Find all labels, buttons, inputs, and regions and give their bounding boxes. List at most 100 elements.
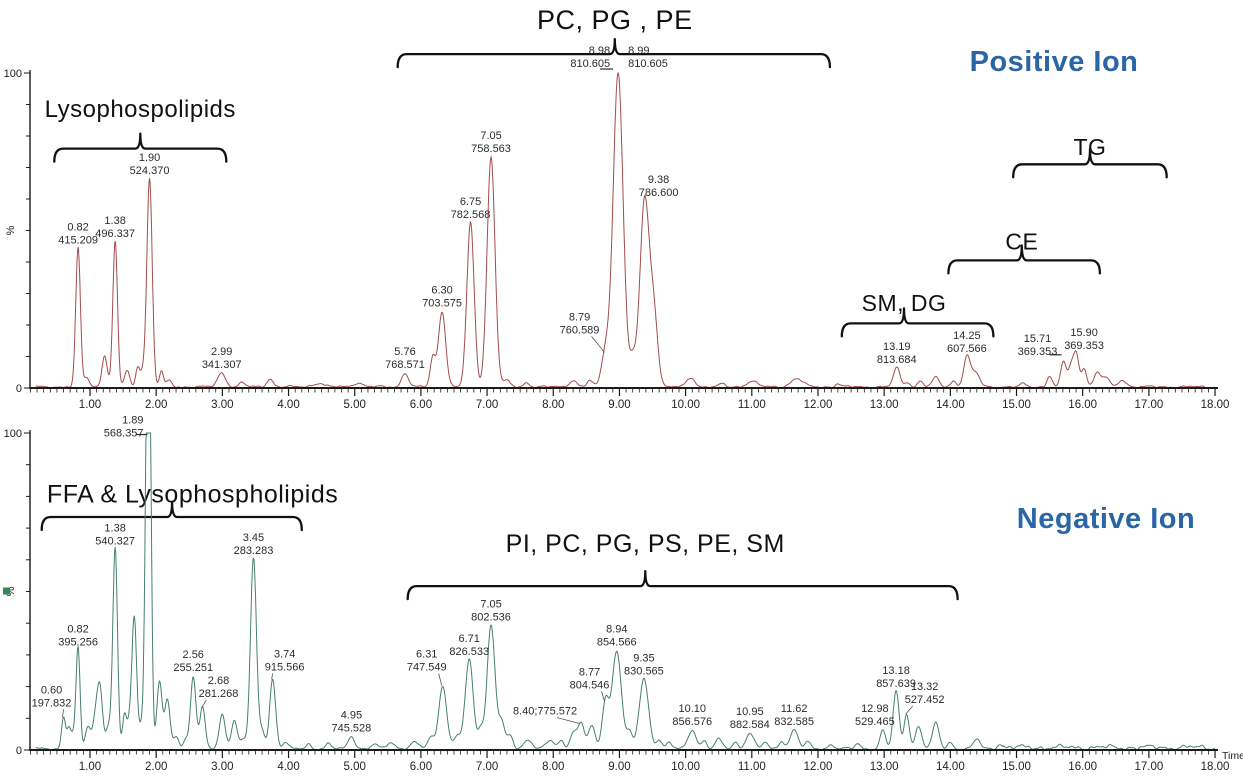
svg-text:1.38: 1.38	[104, 215, 125, 227]
svg-text:13.00: 13.00	[870, 399, 899, 411]
svg-text:3.00: 3.00	[211, 761, 233, 773]
y-axis-percent-label: %	[5, 225, 17, 235]
svg-text:0: 0	[16, 745, 22, 757]
svg-text:810.605: 810.605	[628, 58, 668, 70]
svg-text:9.00: 9.00	[608, 761, 630, 773]
svg-text:768.571: 768.571	[385, 359, 425, 371]
svg-text:4.00: 4.00	[277, 399, 299, 411]
positive-bracket-0: Lysophospolipids	[45, 96, 236, 163]
y-axis-percent-label: %	[5, 586, 17, 596]
svg-text:3.00: 3.00	[211, 399, 233, 411]
svg-text:0.82: 0.82	[67, 624, 88, 636]
svg-text:12.98: 12.98	[861, 703, 889, 715]
svg-text:9.00: 9.00	[608, 399, 630, 411]
svg-text:758.563: 758.563	[471, 143, 511, 155]
svg-text:826.533: 826.533	[449, 646, 489, 658]
svg-text:524.370: 524.370	[130, 165, 170, 177]
svg-text:8.99: 8.99	[628, 45, 649, 57]
svg-text:6.00: 6.00	[410, 761, 432, 773]
svg-text:0.60: 0.60	[41, 684, 62, 696]
svg-text:782.568: 782.568	[451, 209, 491, 221]
svg-text:2.00: 2.00	[145, 399, 167, 411]
positive-bracket-label-4: SM, DG	[862, 290, 947, 316]
svg-text:16.00: 16.00	[1068, 761, 1097, 773]
svg-text:1.89: 1.89	[122, 415, 143, 427]
svg-text:10.00: 10.00	[671, 761, 700, 773]
svg-text:9.35: 9.35	[633, 652, 654, 664]
positive-peak-labels: 0.82415.2091.38496.3371.90524.3702.99341…	[58, 45, 1104, 371]
svg-text:0.82: 0.82	[67, 221, 88, 233]
svg-text:8.00: 8.00	[542, 399, 564, 411]
svg-text:4.95: 4.95	[341, 709, 362, 721]
svg-text:369.353: 369.353	[1018, 346, 1058, 358]
svg-text:857.639: 857.639	[876, 678, 916, 690]
svg-text:13.18: 13.18	[882, 665, 910, 677]
negative-bracket-label-0: FFA & Lysophospholipids	[47, 481, 338, 509]
svg-text:15.90: 15.90	[1070, 327, 1098, 339]
svg-text:395.256: 395.256	[58, 637, 98, 649]
svg-text:16.00: 16.00	[1068, 399, 1097, 411]
positive-ion-chromatogram: Lysophospolipids PC, PG , PE TG CE SM, DG 0.8…	[4, 5, 1230, 411]
svg-text:14.25: 14.25	[953, 330, 981, 342]
svg-text:810.605: 810.605	[570, 58, 610, 70]
svg-text:10.10: 10.10	[678, 703, 706, 715]
svg-text:14.00: 14.00	[936, 399, 965, 411]
svg-text:529.465: 529.465	[855, 716, 895, 728]
svg-text:5.00: 5.00	[344, 399, 366, 411]
svg-text:369.353: 369.353	[1064, 340, 1104, 352]
svg-text:915.566: 915.566	[265, 661, 305, 673]
series-marker	[3, 587, 10, 595]
svg-text:7.00: 7.00	[476, 399, 498, 411]
positive-bracket-label-3: CE	[1005, 228, 1038, 254]
svg-text:1.38: 1.38	[104, 522, 125, 534]
svg-text:8.00: 8.00	[542, 761, 564, 773]
svg-text:13.32: 13.32	[911, 681, 939, 693]
svg-text:7.00: 7.00	[476, 761, 498, 773]
svg-text:3.45: 3.45	[243, 532, 264, 544]
svg-text:415.209: 415.209	[58, 234, 98, 246]
svg-text:2.56: 2.56	[183, 649, 204, 661]
svg-text:856.576: 856.576	[672, 716, 712, 728]
negative-bracket-label-1: PI, PC, PG, PS, PE, SM	[506, 530, 785, 558]
svg-text:2.00: 2.00	[145, 761, 167, 773]
svg-text:17.00: 17.00	[1134, 761, 1163, 773]
svg-text:6.75: 6.75	[460, 196, 481, 208]
svg-text:5.76: 5.76	[394, 346, 415, 358]
positive-bracket-label-0: Lysophospolipids	[45, 96, 236, 123]
positive-bracket-2: TG	[1012, 134, 1168, 179]
svg-text:607.566: 607.566	[947, 343, 987, 355]
negative-bracket-0: FFA & Lysophospholipids	[40, 481, 338, 532]
peak-label: 8.40;775.572	[513, 706, 581, 725]
svg-text:17.00: 17.00	[1134, 399, 1163, 411]
svg-text:4.00: 4.00	[277, 761, 299, 773]
positive-bracket-1: PC, PG , PE	[396, 5, 832, 69]
positive-x-axis: 1.00 2.00 3.00 4.00 5.00 6.00 7.00 8.00 9.00 10.0…	[30, 387, 1229, 411]
svg-text:813.684: 813.684	[877, 354, 917, 366]
svg-text:6.30: 6.30	[431, 284, 452, 296]
svg-text:197.832: 197.832	[32, 697, 72, 709]
